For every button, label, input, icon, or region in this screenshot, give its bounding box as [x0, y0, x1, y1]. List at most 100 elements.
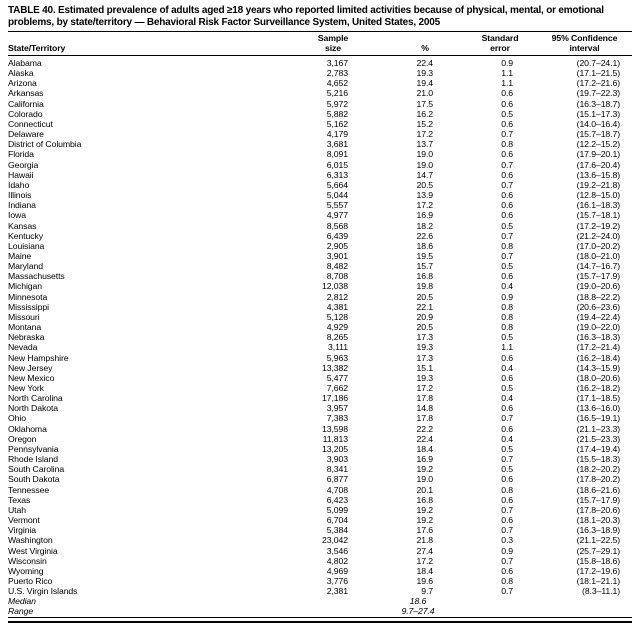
percent-cell: 17.3 [416, 332, 433, 343]
standard-error-cell: 0.4 [501, 393, 513, 404]
standard-error-cell: 0.7 [501, 504, 513, 515]
percent-cell: 9.7 [421, 586, 433, 597]
sample-size-cell: 5,128 [326, 311, 348, 322]
sample-size-cell: 5,099 [326, 504, 348, 515]
empty-cell [533, 606, 632, 617]
sample-size-cell: 3,111 [328, 342, 348, 353]
sample-size-cell: 23,042 [322, 535, 348, 546]
percent-cell: 19.0 [416, 474, 433, 485]
percent-cell: 22.2 [416, 423, 433, 434]
percent-cell: 19.3 [416, 342, 433, 353]
percent-cell: 18.4 [416, 565, 433, 576]
standard-error-cell: 1.1 [501, 342, 513, 353]
table-row: Tennessee 4,708 20.1 0.8 (18.6–21.6) [8, 485, 632, 495]
sample-size-cell: 11,813 [322, 433, 348, 444]
table-row: Florida 8,091 19.0 0.6 (17.9–20.1) [8, 149, 632, 159]
confidence-interval-cell: (17.2–21.4) [576, 342, 620, 353]
confidence-interval-cell: (15.5–18.3) [576, 454, 620, 465]
confidence-interval-cell: (17.9–20.1) [576, 149, 620, 160]
confidence-interval-cell: (14.0–16.4) [576, 118, 620, 129]
table-row: Maine 3,901 19.5 0.7 (18.0–21.0) [8, 251, 632, 261]
confidence-interval-cell: (16.3–18.3) [576, 332, 620, 343]
percent-cell: 20.5 [416, 179, 433, 190]
standard-error-cell: 0.6 [501, 494, 513, 505]
confidence-interval-cell: (18.2–20.2) [576, 464, 620, 475]
sample-size-cell: 6,439 [326, 230, 348, 241]
confidence-interval-cell: (12.2–15.2) [576, 139, 620, 150]
state-name-cell: North Dakota [8, 403, 58, 414]
percent-cell: 17.2 [416, 383, 433, 393]
standard-error-cell: 0.6 [501, 352, 513, 363]
sample-size-cell: 5,162 [326, 118, 348, 129]
standard-error-cell: 0.6 [501, 474, 513, 485]
percent-cell: 19.0 [416, 159, 433, 170]
percent-cell: 19.5 [416, 250, 433, 261]
standard-error-cell: 0.6 [501, 169, 513, 180]
table-row: Iowa 4,977 16.9 0.6 (15.7–18.1) [8, 210, 632, 220]
sample-size-cell: 3,167 [326, 58, 348, 68]
table-row: North Carolina 17,186 17.8 0.4 (17.1–18.… [8, 393, 632, 403]
confidence-interval-cell: (20.7–24.1) [576, 58, 620, 68]
state-name-cell: Ohio [8, 413, 26, 424]
sample-size-cell: 7,662 [326, 383, 348, 393]
standard-error-cell: 0.6 [501, 88, 513, 99]
standard-error-cell: 0.6 [501, 565, 513, 576]
state-name-cell: Hawaii [8, 169, 34, 180]
standard-error-cell: 0.6 [501, 210, 513, 221]
confidence-interval-cell: (13.6–15.8) [576, 169, 620, 180]
standard-error-cell: 0.7 [501, 413, 513, 424]
sample-size-cell: 12,038 [322, 281, 348, 292]
standard-error-cell: 0.9 [501, 58, 513, 68]
table-row: Wyoming 4,969 18.4 0.6 (17.2–19.6) [8, 566, 632, 576]
state-name-cell: Utah [8, 504, 26, 515]
percent-cell: 19.0 [416, 149, 433, 160]
percent-cell: 27.4 [416, 545, 433, 556]
standard-error-cell: 0.6 [501, 200, 513, 211]
percent-cell: 19.4 [416, 78, 433, 89]
confidence-interval-cell: (21.2–24.0) [576, 230, 620, 241]
standard-error-cell: 0.7 [501, 555, 513, 566]
percent-cell: 18.6 [416, 240, 433, 251]
confidence-interval-cell: (18.0–21.0) [576, 250, 620, 261]
sample-size-cell: 2,381 [326, 586, 348, 597]
state-name-cell: Michigan [8, 281, 42, 292]
state-name-cell: South Carolina [8, 464, 65, 475]
confidence-interval-cell: (16.5–19.1) [576, 413, 620, 424]
state-name-cell: Arizona [8, 78, 37, 89]
confidence-interval-cell: (17.8–20.2) [576, 474, 620, 485]
sample-size-cell: 5,972 [326, 98, 348, 109]
sample-size-cell: 5,477 [326, 372, 348, 383]
standard-error-cell: 0.7 [501, 586, 513, 597]
table-row: Alabama 3,167 22.4 0.9 (20.7–24.1) [8, 56, 632, 69]
standard-error-cell: 0.8 [501, 301, 513, 312]
state-name-cell: Maryland [8, 261, 43, 272]
confidence-interval-cell: (19.0–22.0) [576, 322, 620, 333]
summary-row: Range 9.7–27.4 [8, 606, 632, 617]
confidence-interval-cell: (17.2–19.2) [576, 220, 620, 231]
percent-cell: 19.2 [416, 515, 433, 526]
percent-cell: 15.1 [416, 362, 433, 373]
percent-cell: 14.8 [416, 403, 433, 414]
sample-size-cell: 4,652 [326, 78, 348, 89]
percent-cell: 22.4 [416, 58, 433, 68]
confidence-interval-cell: (15.7–17.9) [576, 271, 620, 282]
confidence-interval-cell: (25.7–29.1) [576, 545, 620, 556]
standard-error-cell: 0.8 [501, 484, 513, 495]
standard-error-cell: 0.7 [501, 159, 513, 170]
table-row: Colorado 5,882 16.2 0.5 (15.1–17.3) [8, 109, 632, 119]
percent-cell: 18.4 [416, 443, 433, 454]
percent-cell: 14.7 [416, 169, 433, 180]
empty-cell [303, 596, 363, 606]
state-name-cell: Pennsylvania [8, 443, 59, 454]
state-name-cell: New Hampshire [8, 352, 69, 363]
sample-size-cell: 5,384 [326, 525, 348, 536]
state-name-cell: Washington [8, 535, 53, 546]
standard-error-cell: 0.5 [501, 220, 513, 231]
percent-cell: 22.4 [416, 433, 433, 444]
col-header-sample-size: Sample size [317, 33, 349, 53]
confidence-interval-cell: (16.3–18.9) [576, 525, 620, 536]
state-name-cell: New Jersey [8, 362, 53, 373]
summary-label-cell: Range [8, 606, 34, 617]
percent-cell: 20.1 [416, 484, 433, 495]
state-name-cell: Nebraska [8, 332, 45, 343]
